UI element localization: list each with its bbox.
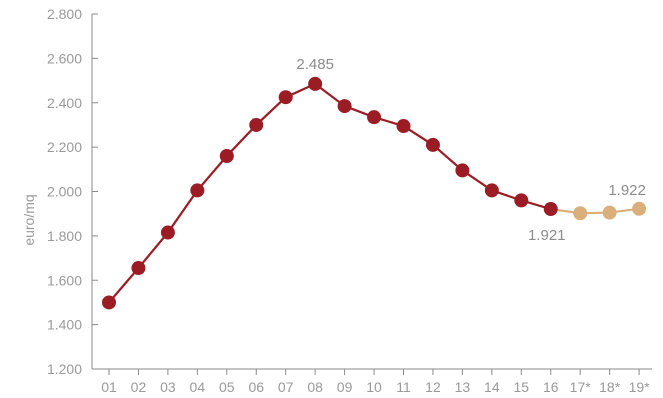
series-line xyxy=(108,82,552,304)
x-tick-label: 05 xyxy=(219,379,235,395)
data-point xyxy=(455,163,470,178)
series-line xyxy=(550,207,640,215)
data-point xyxy=(543,202,558,217)
data-point xyxy=(425,137,440,152)
y-tick-label: 1.800 xyxy=(47,228,82,244)
x-tick-label: 10 xyxy=(366,379,382,395)
data-point xyxy=(484,183,499,198)
x-tick-label: 08 xyxy=(307,379,323,395)
data-label: 1.922 xyxy=(608,182,646,199)
x-axis: 01 02 03 04 05 06 07 08 09 10 11 12 13 14 15 16 17* 18* 19… xyxy=(92,368,652,395)
x-tick-label: 13 xyxy=(455,379,471,395)
data-point xyxy=(337,99,352,114)
x-tick-label: 14 xyxy=(484,379,500,395)
y-axis: 1.200 1.400 1.600 1.800 2.000 2.200 2.400 2.600… xyxy=(47,6,98,377)
data-point xyxy=(278,90,293,105)
x-tick-label: 03 xyxy=(160,379,176,395)
x-tick-label: 07 xyxy=(278,379,294,395)
data-label: 1.921 xyxy=(528,227,566,244)
y-tick-label: 1.600 xyxy=(47,272,82,288)
y-tick-label: 1.200 xyxy=(47,361,82,377)
x-tick-label: 16 xyxy=(543,379,559,395)
data-point xyxy=(632,201,647,216)
data-point xyxy=(190,183,205,198)
data-point xyxy=(573,206,588,221)
data-point xyxy=(602,205,617,220)
y-tick-label: 2.200 xyxy=(47,139,82,155)
x-tick-label: 01 xyxy=(101,379,117,395)
x-tick-label: 15 xyxy=(514,379,530,395)
x-tick-label: 19* xyxy=(629,379,651,395)
y-tick-label: 2.000 xyxy=(47,184,82,200)
series-layer xyxy=(102,76,647,310)
x-tick-label: 11 xyxy=(396,379,411,395)
x-tick-label: 17* xyxy=(570,379,592,395)
data-point xyxy=(131,261,146,276)
data-point xyxy=(219,149,234,163)
annotations: 2.485 1.921 1.922 xyxy=(296,56,645,244)
x-tick-label: 02 xyxy=(131,379,147,395)
data-point xyxy=(102,295,116,310)
data-point xyxy=(249,117,264,132)
y-tick-label: 2.600 xyxy=(47,50,82,66)
x-tick-label: 06 xyxy=(248,379,264,395)
x-tick-label: 18* xyxy=(599,379,621,395)
y-tick-label: 1.400 xyxy=(47,317,82,333)
y-tick-label: 2.400 xyxy=(47,95,82,111)
x-tick-label: 04 xyxy=(190,379,206,395)
data-point xyxy=(160,225,175,240)
y-axis-label: euro/mq xyxy=(21,194,37,245)
y-tick-label: 2.800 xyxy=(47,6,82,22)
data-point xyxy=(308,76,323,91)
data-label: 2.485 xyxy=(296,56,334,73)
x-tick-label: 09 xyxy=(337,379,353,395)
x-tick-label: 12 xyxy=(425,379,441,395)
data-point xyxy=(367,110,382,125)
data-point xyxy=(514,193,529,208)
data-point xyxy=(396,119,411,134)
